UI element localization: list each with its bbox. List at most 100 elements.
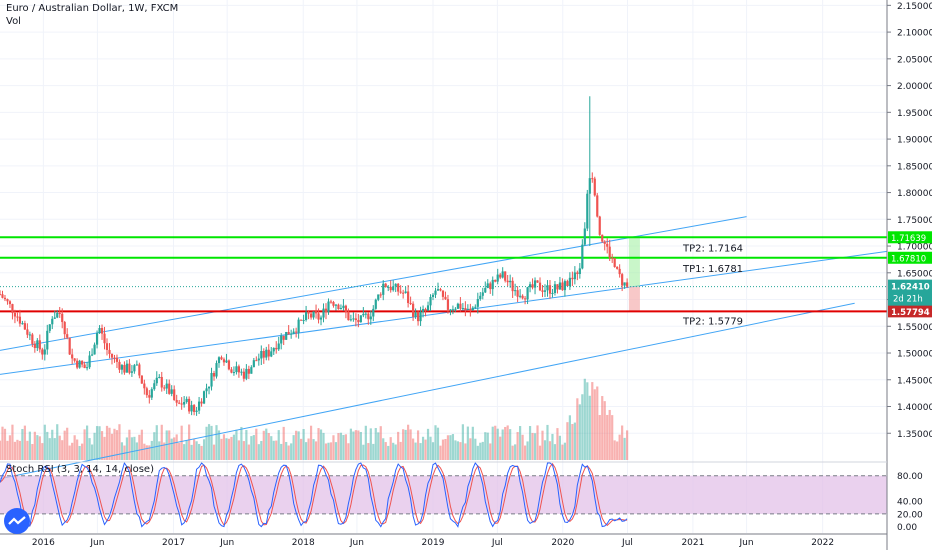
- tp-line-label: TP2: 1.7164: [682, 243, 743, 254]
- volume-bar: [349, 428, 352, 460]
- volume-bar: [71, 442, 74, 460]
- candle-body: [608, 246, 611, 258]
- volume-bar: [317, 428, 320, 460]
- candle-body: [446, 299, 450, 310]
- volume-bar: [596, 386, 599, 460]
- candle-body: [593, 178, 596, 196]
- candle-body: [626, 282, 629, 287]
- candle-body: [180, 403, 183, 405]
- volume-bar: [576, 398, 579, 460]
- volume-bar: [556, 428, 559, 460]
- volume-bar: [484, 432, 487, 460]
- volume-bar: [543, 440, 547, 460]
- candle-body: [382, 283, 385, 295]
- time-tick-label: 2022: [811, 538, 834, 548]
- price-tick-label: 1.70000: [897, 243, 932, 253]
- candle-body: [486, 283, 489, 289]
- current-price-tag: [888, 279, 932, 306]
- volume-bar: [16, 439, 19, 460]
- volume-bar: [402, 429, 405, 460]
- candle-body: [357, 320, 360, 323]
- candle-body: [404, 291, 407, 294]
- candle-body: [591, 178, 594, 180]
- candle-body: [227, 360, 231, 370]
- candle-body: [148, 395, 151, 398]
- volume-bar: [616, 441, 619, 460]
- volume-bar: [53, 438, 56, 460]
- volume-bar: [337, 433, 340, 460]
- volume-bar: [68, 445, 71, 460]
- sl-line-label: TP2: 1.5779: [682, 316, 743, 327]
- volume-bar: [193, 439, 196, 460]
- candle-body: [33, 343, 36, 348]
- volume-bar: [105, 425, 109, 460]
- volume-bar: [250, 436, 253, 460]
- volume-bar: [130, 437, 133, 460]
- volume-bar: [93, 432, 96, 460]
- candle-body: [31, 334, 34, 344]
- volume-bar: [621, 425, 624, 460]
- candle-body: [86, 367, 89, 369]
- candle-body: [519, 295, 522, 297]
- volume-bar: [499, 436, 502, 460]
- candle-body: [100, 328, 104, 334]
- volume-bar: [591, 382, 594, 460]
- candle-body: [140, 375, 143, 384]
- time-tick-label: Jun: [349, 538, 364, 548]
- volume-bar: [324, 443, 328, 460]
- volume-bar: [516, 432, 519, 460]
- volume-bar: [449, 435, 452, 460]
- volume-bar: [312, 439, 315, 460]
- tradingview-logo-icon[interactable]: [4, 508, 30, 534]
- volume-bar: [611, 415, 614, 460]
- candle-body: [43, 349, 46, 355]
- volume-bar: [623, 437, 626, 460]
- volume-bar: [61, 440, 64, 460]
- grid: [0, 0, 887, 533]
- candle-body: [78, 360, 81, 368]
- candle-body: [526, 287, 529, 300]
- candle-body: [118, 361, 121, 370]
- candle-body: [23, 323, 26, 330]
- candle-body: [175, 399, 178, 403]
- candle-body: [48, 324, 51, 331]
- volume-bar: [31, 444, 34, 460]
- volume-bar: [412, 438, 415, 460]
- candle-body: [18, 316, 22, 324]
- volume-bar: [606, 414, 609, 460]
- volume-bar: [521, 434, 524, 460]
- volume-bar: [571, 424, 574, 460]
- volume-bar: [207, 424, 211, 460]
- volume-bar: [389, 437, 392, 460]
- candle-body: [242, 371, 245, 379]
- candle-body: [170, 389, 173, 394]
- candle-body: [188, 398, 191, 412]
- candle-body: [349, 319, 352, 321]
- volume-bar: [362, 444, 365, 460]
- candle-body: [115, 357, 119, 362]
- candle-body: [469, 308, 472, 311]
- candle-body: [389, 286, 392, 291]
- candle-body: [434, 290, 437, 295]
- candle-body: [538, 282, 542, 291]
- axis-labels: 1.350001.400001.450001.500001.550001.600…: [32, 2, 932, 548]
- volume-bar: [155, 425, 158, 460]
- candle-body: [123, 365, 126, 373]
- volume-bar: [63, 430, 66, 460]
- price-tick-label: 1.75000: [897, 216, 932, 226]
- price-tick-label: 1.55000: [897, 323, 932, 333]
- volume-bar: [608, 409, 611, 460]
- candle-body: [225, 360, 228, 363]
- candle-body: [426, 305, 430, 311]
- volume-bar: [148, 445, 151, 460]
- volume-bar: [501, 429, 504, 460]
- candle-body: [616, 266, 619, 269]
- volume-bar: [95, 426, 99, 460]
- candle-body: [546, 285, 549, 291]
- volume-bar: [138, 434, 141, 460]
- volume-bar: [143, 443, 146, 460]
- volume-bar: [541, 430, 544, 460]
- volume-bar: [486, 432, 489, 460]
- volume-bar: [593, 389, 596, 460]
